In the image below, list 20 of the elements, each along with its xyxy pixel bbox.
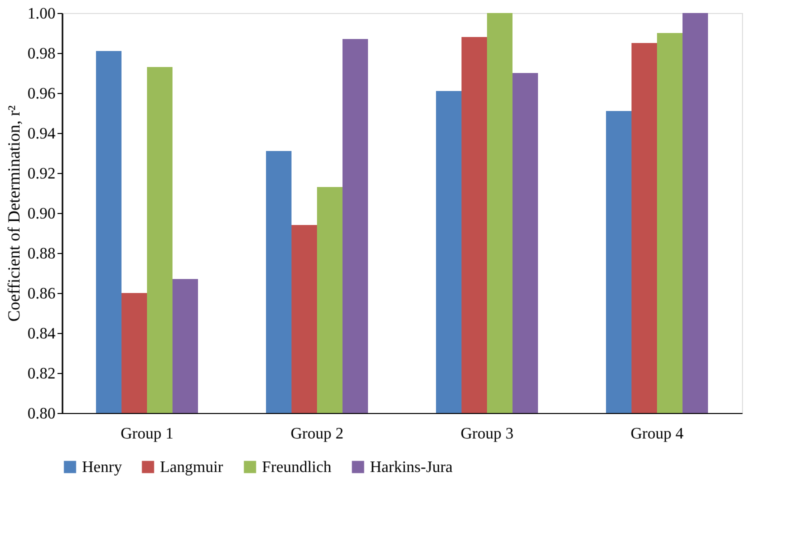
x-tick-label: Group 3 xyxy=(460,426,514,442)
y-tick-label: 0.82 xyxy=(28,366,56,382)
y-tick-label: 0.80 xyxy=(28,406,56,422)
legend-label: Langmuir xyxy=(160,459,224,476)
x-tick-label: Group 4 xyxy=(630,426,684,442)
legend-label: Harkins-Jura xyxy=(370,459,453,476)
y-tick-label: 1.00 xyxy=(28,6,56,22)
y-tick-label: 0.98 xyxy=(28,46,56,62)
y-tick-label: 0.84 xyxy=(28,326,56,342)
x-tick-label: Group 2 xyxy=(290,426,344,442)
y-tick-label: 0.86 xyxy=(28,286,56,302)
y-tick-label: 0.92 xyxy=(28,166,56,182)
y-tick-label: 0.96 xyxy=(28,86,56,102)
y-tick-label: 0.90 xyxy=(28,206,56,222)
x-tick-label: Group 1 xyxy=(120,426,174,442)
y-tick-label: 0.94 xyxy=(28,126,56,142)
y-tick-label: 0.88 xyxy=(28,246,56,262)
legend-label: Henry xyxy=(82,459,122,476)
y-axis-title: Coefficient of Determination, r² xyxy=(4,105,24,322)
legend-label: Freundlich xyxy=(262,459,332,476)
